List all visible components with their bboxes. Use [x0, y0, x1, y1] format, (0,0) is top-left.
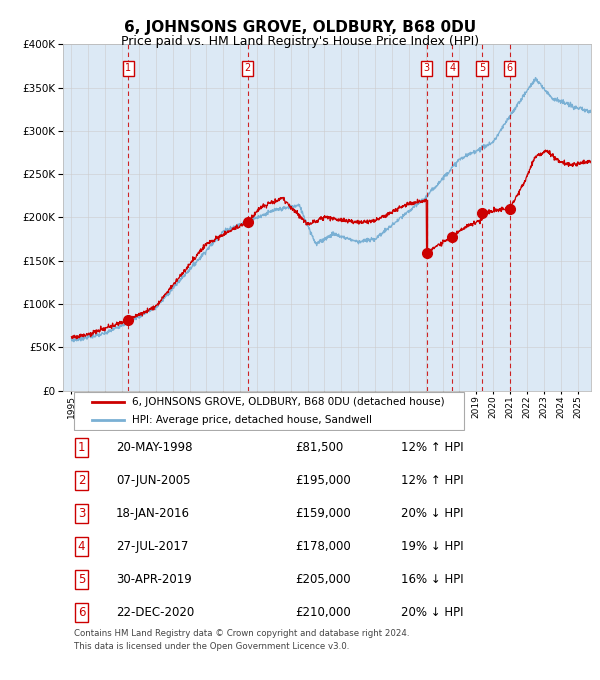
Text: £81,500: £81,500	[295, 441, 344, 454]
Text: £159,000: £159,000	[295, 507, 351, 520]
Text: 6: 6	[78, 606, 85, 619]
Text: £205,000: £205,000	[295, 573, 351, 586]
Text: £195,000: £195,000	[295, 474, 351, 487]
Text: 30-APR-2019: 30-APR-2019	[116, 573, 191, 586]
Text: 2: 2	[244, 63, 251, 73]
Text: 27-JUL-2017: 27-JUL-2017	[116, 540, 188, 553]
Text: 19% ↓ HPI: 19% ↓ HPI	[401, 540, 464, 553]
Text: 20% ↓ HPI: 20% ↓ HPI	[401, 606, 463, 619]
Text: 5: 5	[78, 573, 85, 586]
Text: 20% ↓ HPI: 20% ↓ HPI	[401, 507, 463, 520]
Text: 1: 1	[78, 441, 85, 454]
Text: 4: 4	[449, 63, 455, 73]
Text: 6, JOHNSONS GROVE, OLDBURY, B68 0DU (detached house): 6, JOHNSONS GROVE, OLDBURY, B68 0DU (det…	[131, 396, 444, 407]
Text: 16% ↓ HPI: 16% ↓ HPI	[401, 573, 464, 586]
Text: 20-MAY-1998: 20-MAY-1998	[116, 441, 193, 454]
Text: 4: 4	[78, 540, 85, 553]
Text: Price paid vs. HM Land Registry's House Price Index (HPI): Price paid vs. HM Land Registry's House …	[121, 35, 479, 48]
Text: £210,000: £210,000	[295, 606, 351, 619]
Text: 07-JUN-2005: 07-JUN-2005	[116, 474, 190, 487]
Text: 12% ↑ HPI: 12% ↑ HPI	[401, 441, 464, 454]
Text: 18-JAN-2016: 18-JAN-2016	[116, 507, 190, 520]
Text: 2: 2	[78, 474, 85, 487]
Text: Contains HM Land Registry data © Crown copyright and database right 2024.
This d: Contains HM Land Registry data © Crown c…	[74, 629, 409, 651]
Text: 1: 1	[125, 63, 131, 73]
Text: HPI: Average price, detached house, Sandwell: HPI: Average price, detached house, Sand…	[131, 415, 371, 425]
Text: 22-DEC-2020: 22-DEC-2020	[116, 606, 194, 619]
Text: 12% ↑ HPI: 12% ↑ HPI	[401, 474, 464, 487]
Text: 6, JOHNSONS GROVE, OLDBURY, B68 0DU: 6, JOHNSONS GROVE, OLDBURY, B68 0DU	[124, 20, 476, 35]
Text: £178,000: £178,000	[295, 540, 351, 553]
Text: 3: 3	[424, 63, 430, 73]
FancyBboxPatch shape	[74, 392, 464, 430]
Text: 5: 5	[479, 63, 485, 73]
Text: 6: 6	[506, 63, 513, 73]
Text: 3: 3	[78, 507, 85, 520]
